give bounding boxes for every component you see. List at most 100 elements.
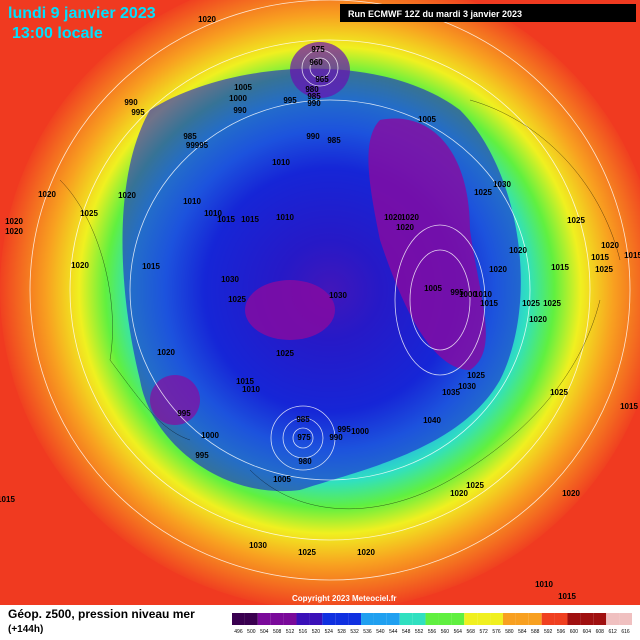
- isobar-label: 1020: [5, 217, 23, 226]
- isobar-label: 1020: [401, 213, 419, 222]
- colorbar-tick-label: 532: [350, 629, 359, 635]
- coastlines: [59, 99, 621, 509]
- isobar-label: 1015: [0, 495, 15, 504]
- colorbar-tick-label: 508: [273, 629, 282, 635]
- isobar-label: 975: [297, 433, 311, 442]
- isobar-label: 1025: [567, 216, 585, 225]
- colorbar-swatch: [554, 613, 568, 625]
- isobar-label: 1025: [298, 548, 316, 557]
- isobar-label: 1025: [467, 371, 485, 380]
- colorbar-tick-label: 584: [518, 629, 527, 635]
- colorbar-swatch: [541, 613, 555, 625]
- colorbar-tick-label: 520: [312, 629, 321, 635]
- isobar-label: 1015: [551, 263, 569, 272]
- run-info: Run ECMWF 12Z du mardi 3 janvier 2023: [348, 9, 522, 19]
- colorbar-swatch: [283, 613, 297, 625]
- colorbar-tick-label: 564: [454, 629, 463, 635]
- isobar-label: 1015: [558, 592, 576, 601]
- isobar-label: 1025: [522, 299, 540, 308]
- trough: [150, 375, 200, 425]
- isobar-label: 990: [329, 433, 343, 442]
- colorbar-swatch: [438, 613, 452, 625]
- isobar-label: 1030: [221, 275, 239, 284]
- isobar-label: 1015: [241, 215, 259, 224]
- colorbar-tick-label: 612: [608, 629, 617, 635]
- isobar-label: 1015: [217, 215, 235, 224]
- isobar-label: 1005: [418, 115, 436, 124]
- isobar-label: 1015: [624, 251, 640, 260]
- colorbar-tick-label: 524: [325, 629, 334, 635]
- trough: [290, 42, 350, 98]
- colorbar-swatch: [309, 613, 323, 625]
- isobar-label: 1020: [71, 261, 89, 270]
- isobar-label: 1020: [489, 265, 507, 274]
- isobar-label: 985: [296, 415, 310, 424]
- colorbar-tick-label: 540: [376, 629, 385, 635]
- isobar-label: 990: [233, 106, 247, 115]
- isobar-label: 1000: [229, 94, 247, 103]
- colorbar-tick-label: 548: [402, 629, 411, 635]
- colorbar-swatch: [593, 613, 607, 625]
- colorbar-tick-label: 600: [570, 629, 579, 635]
- isobar-label: 990: [306, 132, 320, 141]
- trough: [245, 280, 335, 340]
- isobar-label: 1020: [198, 15, 216, 24]
- isobar-label: 1010: [272, 158, 290, 167]
- colorbar-swatch: [257, 613, 271, 625]
- colorbar-swatch: [502, 613, 516, 625]
- isobar-label: 995: [177, 409, 191, 418]
- colorbar-swatch: [580, 613, 594, 625]
- colorbar-tick-label: 512: [286, 629, 295, 635]
- colorbar-swatch: [244, 613, 258, 625]
- isobar-label: 1025: [466, 481, 484, 490]
- isobar-label: 1025: [550, 388, 568, 397]
- colorbar-tick-label: 604: [583, 629, 592, 635]
- isobar-label: 990: [124, 98, 138, 107]
- isobar-label: 1005: [424, 284, 442, 293]
- isobar-label: 1020: [384, 213, 402, 222]
- isobars: [29, 0, 631, 581]
- colorbar-swatch: [322, 613, 336, 625]
- isobar-label: 1030: [329, 291, 347, 300]
- isobar-label: 1020: [509, 246, 527, 255]
- colorbar-tick-label: 536: [363, 629, 372, 635]
- colorbar-tick-label: 616: [621, 629, 630, 635]
- colorbar-swatch: [348, 613, 362, 625]
- colorbar-tick-label: 544: [389, 629, 398, 635]
- colorbar-swatch: [232, 613, 245, 625]
- isobar-label: 1005: [234, 83, 252, 92]
- isobar-label: 1025: [80, 209, 98, 218]
- time: 13:00 locale: [12, 25, 103, 42]
- trough: [368, 118, 486, 371]
- isobar-label: 1020: [118, 191, 136, 200]
- colorbar-swatch: [451, 613, 465, 625]
- colorbar-swatch: [270, 613, 284, 625]
- colorbar-swatch: [619, 613, 632, 625]
- colorbar-tick-label: 500: [247, 629, 256, 635]
- colorbar-swatch: [567, 613, 581, 625]
- colorbar-tick-label: 560: [441, 629, 450, 635]
- colorbar-swatch: [490, 613, 503, 625]
- run-box: [340, 4, 636, 22]
- isobar-label: 1020: [450, 489, 468, 498]
- isobar-label: 975: [311, 45, 325, 54]
- isobar-label: 1010: [474, 290, 492, 299]
- isobar-label: 1010: [204, 209, 222, 218]
- colorbar-tick-label: 504: [260, 629, 269, 635]
- isobar-label: 1015: [620, 402, 638, 411]
- isobar-label: 1020: [601, 241, 619, 250]
- isobar-label: 1010: [183, 197, 201, 206]
- colorbar-tick-label: 556: [428, 629, 437, 635]
- isobar-label: 1025: [228, 295, 246, 304]
- colorbar-swatch: [373, 613, 387, 625]
- isobar-label: 965: [315, 75, 329, 84]
- isobar-label: 1025: [595, 265, 613, 274]
- colorbar-tick-label: 592: [544, 629, 553, 635]
- isobar-label: 1000: [201, 431, 219, 440]
- isobar-label: 995: [131, 108, 145, 117]
- isobar-label: 995: [450, 288, 464, 297]
- isobar-label: 1020: [562, 489, 580, 498]
- isobar-label: 1010: [276, 213, 294, 222]
- isobar-label: 99995: [186, 141, 209, 150]
